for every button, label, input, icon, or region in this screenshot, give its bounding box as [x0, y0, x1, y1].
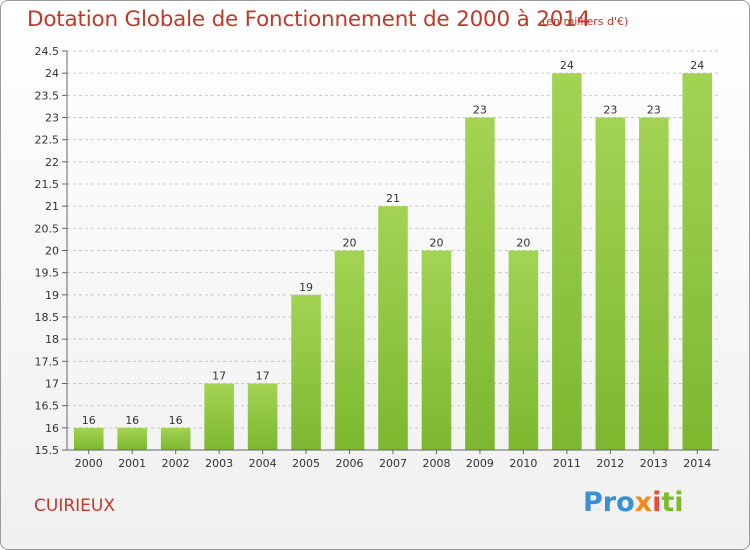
bar-2007[interactable] — [378, 206, 408, 450]
y-tick-label: 17.5 — [35, 355, 60, 368]
chart-title: Dotation Globale de Fonctionnement de 20… — [27, 7, 591, 32]
y-tick-label: 18 — [45, 333, 59, 346]
bar-2003[interactable] — [204, 383, 234, 451]
y-tick-label: 24.5 — [35, 45, 60, 58]
y-tick-label: 19 — [45, 289, 59, 302]
x-tick-label: 2006 — [336, 457, 364, 470]
y-tick-label: 20 — [45, 245, 59, 258]
y-tick-label: 21.5 — [35, 178, 60, 191]
y-tick-label: 24 — [45, 67, 59, 80]
data-label: 23 — [647, 104, 661, 117]
bar-2000[interactable] — [73, 427, 104, 450]
data-label: 20 — [343, 237, 357, 250]
y-tick-label: 16.5 — [35, 400, 60, 413]
x-tick-label: 2008 — [422, 457, 450, 470]
bar-2009[interactable] — [465, 117, 495, 451]
y-tick-label: 23.5 — [35, 89, 60, 102]
x-tick-label: 2005 — [292, 457, 320, 470]
logo-part-4: ti — [661, 487, 684, 518]
bar-2013[interactable] — [639, 117, 669, 451]
y-tick-label: 23 — [45, 112, 59, 125]
x-tick-label: 2012 — [596, 457, 624, 470]
x-tick-label: 2002 — [162, 457, 190, 470]
bar-2014[interactable] — [682, 73, 713, 451]
data-label: 24 — [560, 59, 574, 72]
y-tick-label: 22 — [45, 156, 59, 169]
x-tick-label: 2000 — [75, 457, 103, 470]
logo-part-1: Pro — [583, 487, 635, 518]
y-tick-label: 18.5 — [35, 311, 60, 324]
data-label: 16 — [125, 414, 139, 427]
chart-subtitle: (en milliers d'€) — [542, 15, 629, 28]
bar-2002[interactable] — [160, 427, 191, 450]
data-label: 20 — [516, 237, 530, 250]
x-tick-label: 2004 — [249, 457, 277, 470]
bar-2006[interactable] — [334, 250, 365, 451]
y-tick-label: 22.5 — [35, 134, 60, 147]
bars — [73, 73, 713, 451]
bar-2008[interactable] — [421, 250, 452, 451]
data-label: 17 — [256, 370, 270, 383]
y-tick-label: 15.5 — [35, 444, 60, 457]
proxiti-logo[interactable]: Proxiti — [583, 487, 684, 518]
x-tick-label: 2011 — [553, 457, 581, 470]
bar-2005[interactable] — [291, 294, 321, 450]
y-tick-label: 17 — [45, 378, 59, 391]
logo-part-3: i — [652, 487, 662, 518]
data-label: 23 — [603, 104, 617, 117]
data-label: 21 — [386, 192, 400, 205]
data-label: 20 — [429, 237, 443, 250]
x-tick-label: 2007 — [379, 457, 407, 470]
logo-part-2: x — [634, 487, 653, 518]
data-label: 24 — [690, 59, 704, 72]
bar-2004[interactable] — [247, 383, 278, 451]
bar-2001[interactable] — [117, 427, 147, 450]
data-label: 16 — [82, 414, 96, 427]
data-label: 19 — [299, 281, 313, 294]
axes — [62, 50, 719, 454]
commune-name: CUIRIEUX — [34, 496, 115, 516]
bar-2012[interactable] — [595, 117, 626, 451]
data-label: 23 — [473, 104, 487, 117]
data-label: 17 — [212, 370, 226, 383]
y-tick-label: 16 — [45, 422, 59, 435]
bar-2010[interactable] — [508, 250, 539, 451]
x-tick-label: 2013 — [640, 457, 668, 470]
x-tick-label: 2003 — [205, 457, 233, 470]
y-tick-label: 19.5 — [35, 267, 60, 280]
x-tick-label: 2001 — [118, 457, 146, 470]
x-tick-label: 2010 — [509, 457, 537, 470]
bar-2011[interactable] — [552, 73, 582, 451]
data-label: 16 — [169, 414, 183, 427]
x-tick-label: 2009 — [466, 457, 494, 470]
y-tick-label: 21 — [45, 200, 59, 213]
x-tick-label: 2014 — [683, 457, 711, 470]
y-tick-label: 20.5 — [35, 222, 60, 235]
labels: 15.5 16 16.5 17 17.5 18 18.5 19 19.5 20 20.5 21 21.5… — [35, 45, 712, 470]
